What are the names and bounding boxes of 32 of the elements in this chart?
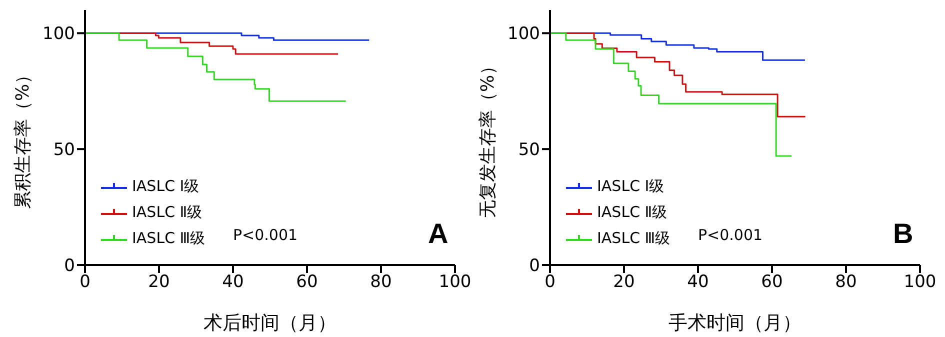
- y-tick-label: 0: [64, 256, 75, 276]
- x-tick-label: 80: [370, 272, 392, 292]
- annotation: P<0.001: [233, 226, 298, 244]
- y-tick-label: 100: [508, 24, 540, 44]
- x-axis-title: 手术时间（月）: [668, 312, 802, 334]
- y-axis-title: 累积生存率（%）: [12, 66, 34, 210]
- x-tick-label: 100: [438, 272, 472, 292]
- legend-label: IASLC Ⅱ级: [132, 202, 202, 223]
- y-tick-label: 100: [42, 24, 75, 44]
- x-tick-label: 0: [80, 272, 90, 292]
- x-tick-label: 80: [835, 272, 857, 292]
- annotation: A: [428, 218, 448, 250]
- y-tick-label: 50: [53, 140, 75, 160]
- legend-label: IASLC Ⅱ级: [597, 202, 668, 223]
- x-tick-label: 100: [904, 272, 936, 292]
- x-tick-label: 40: [687, 272, 709, 292]
- x-tick-label: 60: [761, 272, 783, 292]
- x-tick-label: 40: [222, 272, 244, 292]
- legend-label: IASLC Ⅲ级: [132, 228, 206, 249]
- x-axis-title: 术后时间（月）: [204, 312, 336, 334]
- legend-label: IASLC Ⅲ级: [597, 228, 670, 249]
- x-tick-label: 60: [296, 272, 318, 292]
- x-tick-label: 0: [544, 272, 556, 292]
- y-axis-title: 无复发生存率（%）: [477, 56, 498, 218]
- legend-label: IASLC Ⅰ级: [597, 176, 664, 197]
- legend-label: IASLC Ⅰ级: [132, 176, 200, 197]
- y-tick-label: 50: [518, 140, 540, 160]
- y-tick-label: 0: [529, 256, 540, 276]
- annotation: P<0.001: [698, 226, 763, 244]
- x-tick-label: 20: [613, 272, 635, 292]
- x-tick-label: 20: [148, 272, 170, 292]
- annotation: B: [893, 218, 914, 250]
